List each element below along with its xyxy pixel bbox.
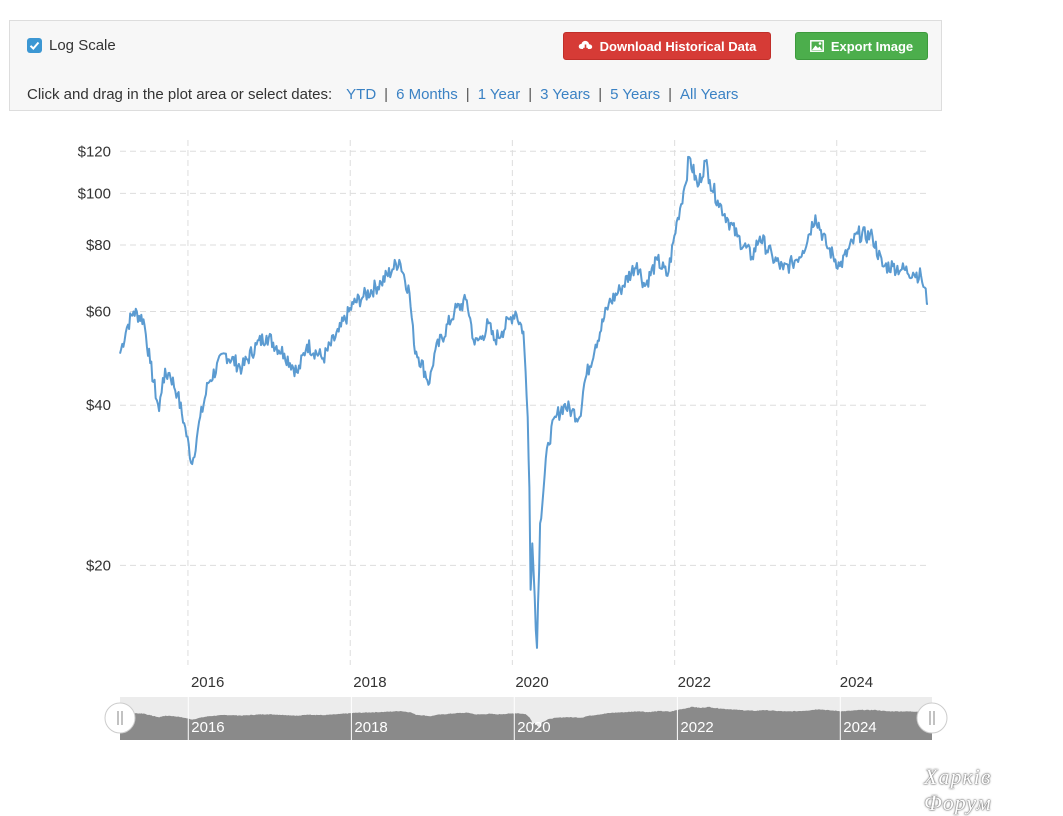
navigator-right-handle[interactable] bbox=[916, 702, 948, 734]
y-tick-label: $40 bbox=[86, 397, 111, 414]
export-button-label: Export Image bbox=[830, 38, 914, 54]
navigator-tick-label: 2018 bbox=[354, 719, 387, 736]
y-tick-label: $60 bbox=[86, 303, 111, 320]
x-tick-label: 2022 bbox=[678, 674, 711, 691]
navigator-tick-labels: 2016 2018 2020 2022 2024 bbox=[191, 719, 876, 736]
navigator-series-area bbox=[120, 706, 932, 740]
range-3-years-link[interactable]: 3 Years bbox=[540, 86, 591, 103]
range-all-years-link[interactable]: All Years bbox=[680, 86, 739, 103]
range-separator: | bbox=[528, 86, 533, 103]
watermark: Харків Форум bbox=[924, 764, 992, 815]
range-6-months-link[interactable]: 6 Months bbox=[396, 86, 458, 103]
range-separator: | bbox=[668, 86, 673, 103]
x-axis-tick-labels: 2016 2018 2020 2022 2024 bbox=[191, 674, 873, 691]
range-1-year-link[interactable]: 1 Year bbox=[477, 86, 521, 103]
x-tick-label: 2016 bbox=[191, 674, 224, 691]
export-image-button[interactable]: Export Image bbox=[795, 32, 928, 60]
log-scale-checkbox[interactable] bbox=[27, 38, 42, 53]
navigator-left-handle[interactable] bbox=[104, 702, 136, 734]
y-axis-tick-labels: $20 $40 $60 $80 $100 $120 bbox=[78, 143, 111, 574]
chart-grid bbox=[120, 140, 928, 665]
navigator-tick-label: 2016 bbox=[191, 719, 224, 736]
x-tick-label: 2020 bbox=[515, 674, 548, 691]
navigator-tick-label: 2020 bbox=[517, 719, 550, 736]
y-tick-label: $80 bbox=[86, 237, 111, 254]
range-separator: | bbox=[465, 86, 470, 103]
navigator-tick-label: 2022 bbox=[680, 719, 713, 736]
navigator-tick-label: 2024 bbox=[843, 719, 876, 736]
log-scale-toggle[interactable]: Log Scale bbox=[27, 37, 116, 54]
range-ytd-link[interactable]: YTD bbox=[346, 86, 377, 103]
image-icon bbox=[809, 40, 824, 52]
range-navigator: 2016 2018 2020 2022 2024 bbox=[104, 697, 948, 740]
download-historical-data-button[interactable]: Download Historical Data bbox=[563, 32, 771, 60]
y-tick-label: $100 bbox=[78, 185, 111, 202]
navigator-grid bbox=[187, 697, 841, 740]
cloud-download-icon bbox=[578, 40, 593, 52]
checkmark-icon bbox=[29, 41, 40, 50]
y-tick-label: $20 bbox=[86, 557, 111, 574]
price-series-line bbox=[119, 155, 928, 649]
x-tick-label: 2018 bbox=[353, 674, 386, 691]
range-5-years-link[interactable]: 5 Years bbox=[610, 86, 661, 103]
log-scale-label: Log Scale bbox=[49, 37, 116, 54]
chart-toolbar: Log Scale Download Historical Data Expor… bbox=[9, 20, 942, 111]
y-tick-label: $120 bbox=[78, 143, 111, 160]
download-button-label: Download Historical Data bbox=[599, 38, 757, 54]
x-tick-label: 2024 bbox=[840, 674, 873, 691]
range-separator: | bbox=[598, 86, 603, 103]
range-separator: | bbox=[384, 86, 389, 103]
date-range-selector: Click and drag in the plot area or selec… bbox=[27, 86, 738, 103]
date-prompt: Click and drag in the plot area or selec… bbox=[27, 86, 333, 103]
